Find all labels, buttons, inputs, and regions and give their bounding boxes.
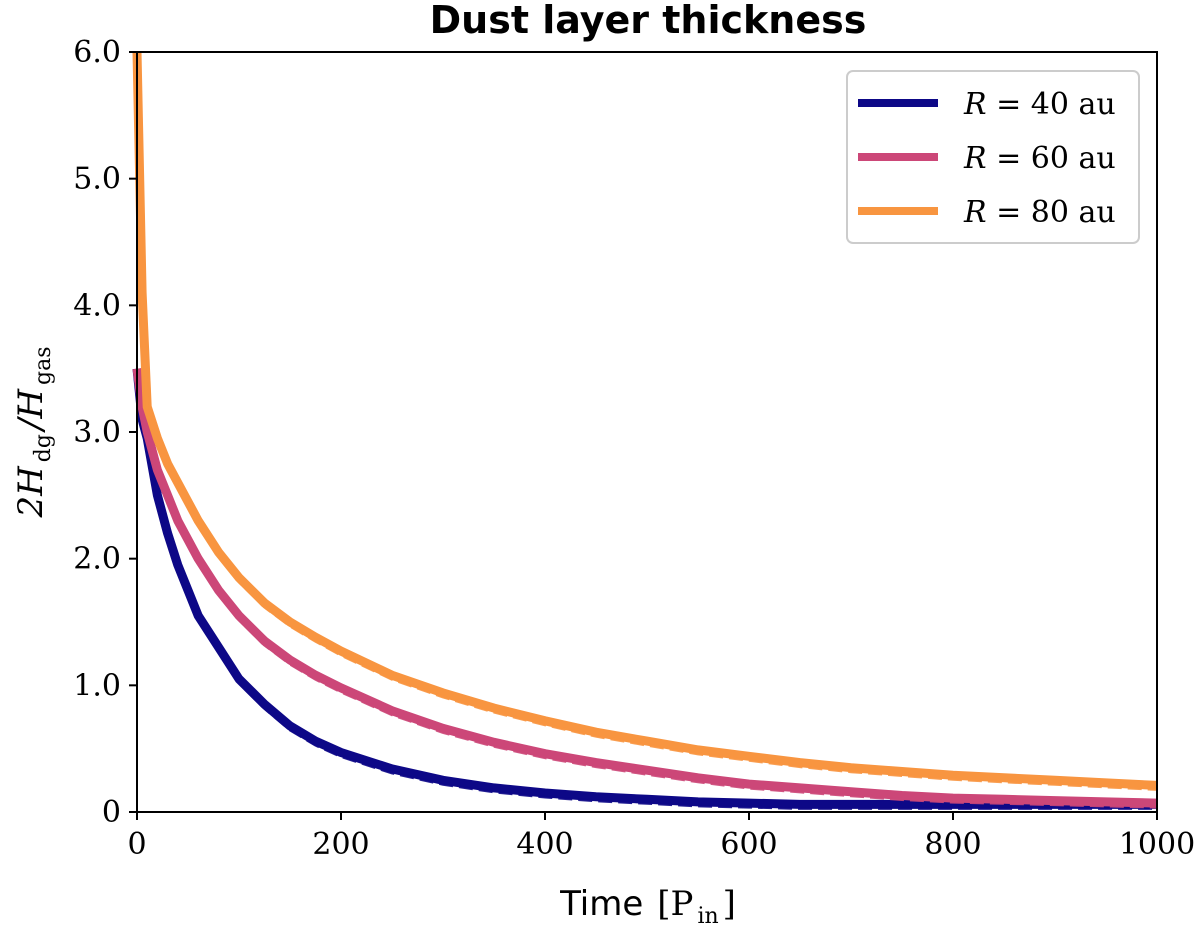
legend-label: R = 40 au (963, 87, 1116, 122)
x-tick-label: 1000 (1119, 827, 1195, 862)
series-line-dashed (135, 372, 1157, 810)
y-tick-label: 6.0 (73, 35, 121, 70)
x-axis-label-text: Time (559, 884, 643, 924)
legend-label: R = 60 au (963, 141, 1116, 176)
x-tick-label: 0 (127, 827, 146, 862)
x-tick-label: 600 (720, 827, 777, 862)
series-line-dashed (135, 372, 1158, 809)
x-tick-label: 200 (312, 827, 369, 862)
y-axis-label-sub2: gas (31, 346, 56, 385)
x-tick-label: 800 (924, 827, 981, 862)
x-axis-label: Time [P in ] (559, 884, 736, 928)
y-tick-label: 5.0 (73, 162, 121, 197)
y-axis-label-prefix: 2H (11, 465, 51, 519)
y-axis-label-mid: /H (11, 388, 51, 433)
x-axis: 0 200 400 600 800 1000 (127, 812, 1195, 862)
x-tick-label: 400 (516, 827, 573, 862)
legend-label: R = 80 au (963, 195, 1116, 230)
chart-title: Dust layer thickness (430, 0, 867, 42)
x-axis-unit-close: ] (723, 884, 736, 924)
y-tick-label: 4.0 (73, 288, 121, 323)
y-axis-label: 2H dg /H gas (11, 346, 56, 518)
x-axis-unit-sub: in (697, 904, 718, 928)
series-line-dashed (135, 55, 1158, 791)
y-axis-label-sub1: dg (31, 434, 56, 462)
legend-box (846, 70, 1140, 244)
legend: R = 40 au R = 60 au R = 80 au (846, 70, 1140, 244)
y-tick-label: 0 (102, 795, 121, 830)
y-tick-label: 2.0 (73, 542, 121, 577)
y-axis: 0 1.0 2.0 3.0 4.0 5.0 6.0 (73, 35, 137, 830)
x-axis-unit-open: [P (657, 884, 693, 924)
y-tick-label: 3.0 (73, 415, 121, 450)
series-line (132, 51, 1158, 790)
series-layer (132, 51, 1158, 810)
y-tick-label: 1.0 (73, 668, 121, 703)
